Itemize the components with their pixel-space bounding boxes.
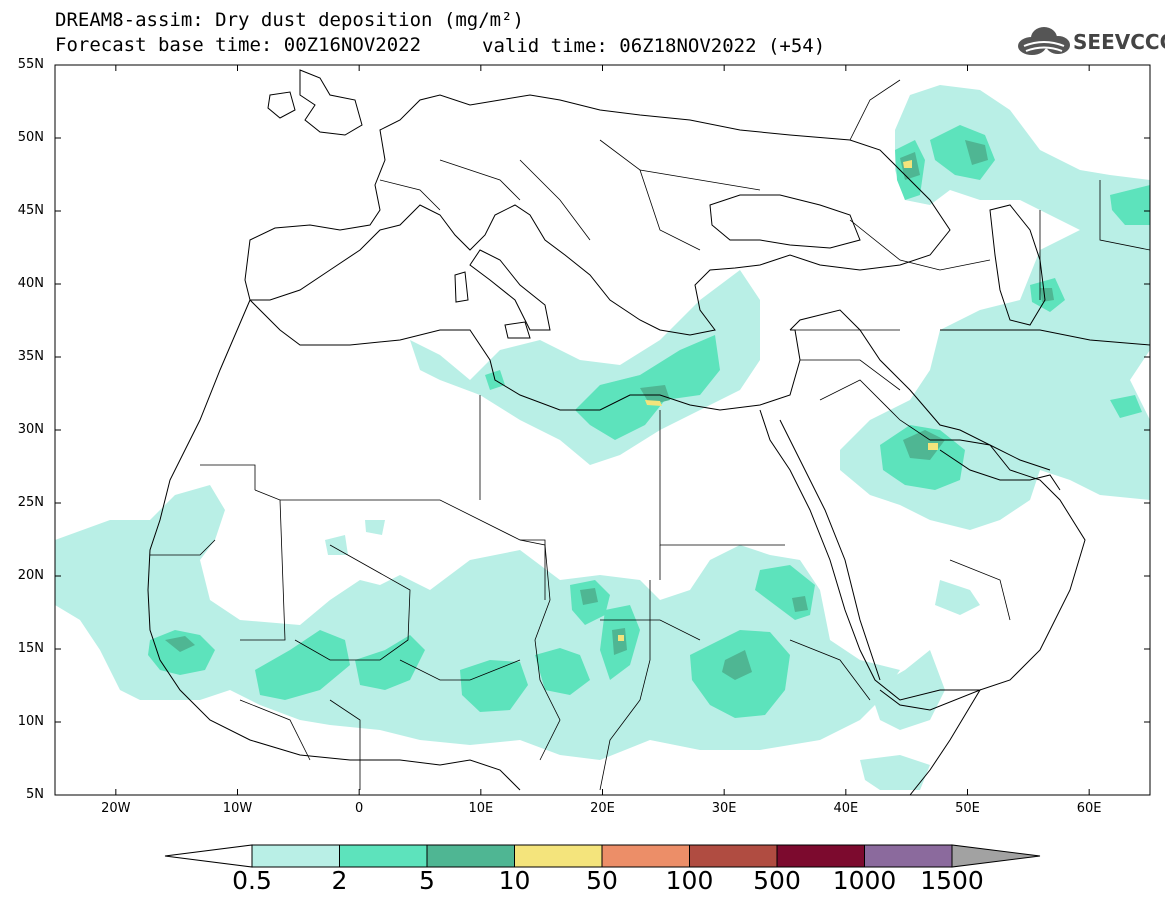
colorbar-label: 10 (498, 866, 531, 895)
colorbar-label: 1000 (832, 866, 897, 895)
lat-label: 20N (17, 568, 44, 583)
colorbar-label: 0.5 (232, 866, 272, 895)
lat-label: 40N (17, 276, 44, 291)
colorbar-swatch (864, 844, 953, 868)
lon-label: 10E (468, 801, 494, 816)
colorbar-label: 2 (331, 866, 348, 895)
colorbar-label: 5 (419, 866, 435, 895)
lat-label: 15N (17, 641, 44, 656)
colorbar-label: 1500 (920, 866, 984, 895)
country-borders (150, 79, 1150, 791)
lat-label: 30N (17, 422, 44, 437)
lat-label: 10N (17, 714, 44, 729)
coastlines (147, 69, 1150, 795)
lon-label: 50E (955, 801, 980, 816)
colorbar-label: 500 (753, 866, 801, 895)
colorbar-swatch (251, 844, 340, 868)
deposition-10-50 (618, 160, 938, 641)
lon-label: 20W (101, 801, 131, 816)
lat-label: 35N (17, 349, 44, 364)
lat-label: 5N (26, 787, 44, 802)
lon-label: 30E (711, 801, 737, 816)
lon-label: 10W (222, 801, 253, 816)
colorbar-high-arrow (951, 844, 1041, 868)
colorbar-low-arrow (164, 844, 253, 868)
colorbar-swatch (776, 844, 865, 868)
colorbar-swatch (689, 844, 778, 868)
lat-label: 55N (17, 57, 44, 72)
valid-time: valid time: 06Z18NOV2022 (+54) (482, 35, 826, 57)
lat-label: 45N (17, 203, 44, 218)
cloud-logo-icon (1018, 27, 1070, 55)
forecast-base-time: Forecast base time: 00Z16NOV2022 (55, 34, 422, 56)
colorbar-label: 100 (665, 866, 714, 895)
lon-label: 60E (1076, 801, 1102, 816)
colorbar-swatch (514, 844, 603, 868)
colorbar-swatch (601, 844, 690, 868)
map-title: DREAM8-assim: Dry dust deposition (mg/m²… (55, 9, 524, 31)
colorbar-label: 50 (586, 866, 618, 895)
lat-label: 50N (17, 130, 44, 145)
seevccc-logo-text: SEEVCCC (1073, 30, 1165, 54)
colorbar-swatch (426, 844, 515, 868)
lon-label: 0 (355, 801, 364, 816)
lon-label: 40E (833, 801, 859, 816)
colorbar-swatch (339, 844, 428, 868)
axis-ticks (55, 64, 1150, 796)
lat-label: 25N (17, 495, 44, 510)
lon-label: 20E (590, 801, 615, 816)
